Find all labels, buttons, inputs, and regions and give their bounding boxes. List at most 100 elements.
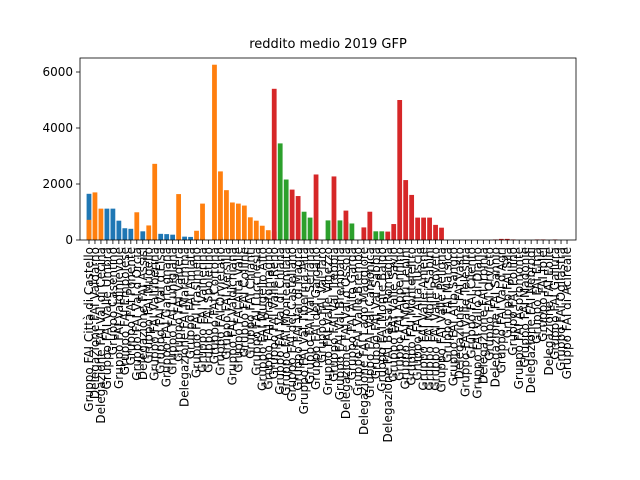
bar <box>224 190 229 240</box>
x-tick-label: Gruppo FAI Sila <box>500 247 514 338</box>
x-tick-label: Gruppo FAI di Acireale <box>560 247 574 379</box>
x-tick-label: Delegazione FAI Assisi <box>136 247 150 380</box>
x-tick-label: Delegazione FAI Eolie <box>542 247 556 375</box>
x-tick-label: Gruppo FAI del Castellano <box>285 247 299 402</box>
x-tick-label: Gruppo FAI Colline <box>237 247 251 357</box>
x-tick-label: Gruppo FAI Valle Savio <box>387 247 401 382</box>
bar <box>176 194 182 240</box>
x-tick-label: Delegazione FAI Nebrodi <box>524 247 538 393</box>
x-tick-label: Gruppo FAI Val di Chiana <box>273 247 287 395</box>
x-tick-label: Delegazione FAI Maremma <box>178 247 192 407</box>
x-tick-label: Gruppo FAI Vallo di Diano <box>470 247 484 399</box>
x-tick-label: Gruppo FAI Valdichiana <box>225 247 239 385</box>
x-tick-label: Gruppo FAI Val d'Orcia <box>130 247 144 381</box>
x-tick-label: Delegazione FAI Sannio <box>488 247 502 387</box>
y-tick-label: 2000 <box>42 177 73 191</box>
x-tick-label: Delegazione FAI Irpinia <box>476 247 490 384</box>
bar <box>170 234 176 240</box>
bar <box>409 194 415 240</box>
x-tick-label: Delegazione FAI Vasto <box>452 247 466 379</box>
bar <box>122 228 128 240</box>
x-axis: Gruppo FAI Città di CastelloDelegazione … <box>82 240 574 442</box>
chart-title: reddito medio 2019 GFP <box>249 37 407 52</box>
x-tick-label: Gruppo FAI Ogliastra <box>554 247 568 371</box>
x-tick-label: Gruppo FAI Valtiberina <box>148 247 162 381</box>
bar <box>301 211 307 240</box>
x-tick-label: Gruppo FAI Aspromonte <box>512 247 526 389</box>
bar <box>134 212 140 240</box>
bar <box>140 231 146 240</box>
x-tick-label: Gruppo FAI Val Sabbia <box>369 247 383 379</box>
bar <box>265 230 271 240</box>
bar <box>403 180 409 240</box>
x-tick-label: Gruppo FAI Madonie <box>518 247 532 368</box>
bar <box>164 234 170 240</box>
bar <box>379 231 385 240</box>
bar <box>247 217 253 240</box>
bar <box>259 225 265 240</box>
bar <box>331 176 337 240</box>
x-tick-label: Gruppo FAI Pratomagno <box>261 247 275 390</box>
bar <box>283 179 289 240</box>
x-tick-label: Delegazione FAI Valdarno <box>88 247 102 399</box>
x-tick-label: Gruppo FAI Mugello <box>142 247 156 364</box>
bar <box>498 238 504 240</box>
bar <box>415 217 421 240</box>
x-tick-label: Gruppo FAI Valle Telesina <box>458 247 472 397</box>
bar <box>271 88 277 240</box>
x-tick-label: Gruppo FAI Alta Tuscia <box>411 247 425 381</box>
bar <box>313 174 319 240</box>
y-tick-label: 4000 <box>42 121 73 135</box>
bar <box>373 231 379 240</box>
x-tick-label: Gruppo FAI Città di Castello <box>82 247 96 412</box>
bar <box>241 205 247 240</box>
x-tick-label: Gruppo FAI Alto Garda <box>345 247 359 380</box>
bar <box>158 233 164 240</box>
x-tick-label: Gruppo FAI Spoletino <box>201 247 215 373</box>
x-tick-label: Gruppo FAI Val Tiberina Alta <box>297 247 311 414</box>
x-tick-label: Gruppo FAI Lunigiana <box>166 247 180 375</box>
x-tick-label: Gruppo FAI Ponente <box>124 247 138 365</box>
x-tick-label: Gruppo FAI Cilento <box>464 247 478 359</box>
bar <box>295 196 301 240</box>
x-tick-label: Gruppo FAI Amiata <box>184 247 198 359</box>
x-tick-label: Delegazione FAI Bassa Romagna <box>381 247 395 442</box>
bar <box>504 238 510 240</box>
y-tick-label: 6000 <box>42 65 73 79</box>
bar <box>427 217 432 240</box>
x-tick-label: Gruppo FAI Pollino <box>506 247 520 356</box>
bar <box>92 192 98 240</box>
x-tick-label: Gruppo FAI Empolese <box>118 247 132 375</box>
x-tick-label: Delegazione FAI Lago Maggiore <box>357 247 371 435</box>
x-tick-label: Gruppo FAI Val Seriana <box>303 247 317 384</box>
bar <box>104 208 110 240</box>
bar <box>337 220 343 240</box>
bar <box>86 193 92 240</box>
bar <box>235 203 241 240</box>
bar <box>98 208 104 240</box>
bar <box>349 223 355 240</box>
x-tick-label: Delegazione FAI Val d'Ossola <box>339 247 353 419</box>
bar <box>433 224 438 240</box>
bar <box>367 211 373 240</box>
x-tick-label: Gruppo FAI Monti Sabini <box>423 247 437 391</box>
x-tick-label: Gruppo FAI Valdinievole <box>112 247 126 389</box>
x-tick-label: Gruppo FAI Valle Peligna <box>435 247 449 393</box>
bar <box>325 220 331 240</box>
x-tick-label: Gruppo FAI Mugello Alto <box>255 247 269 391</box>
bar <box>385 231 391 240</box>
x-tick-label: Gruppo FAI Versilia <box>219 247 233 360</box>
bar <box>391 224 397 240</box>
x-tick-label: Gruppo FAI Valle Roveto <box>429 247 443 391</box>
bar <box>182 236 187 240</box>
x-tick-label: Gruppo FAI Val Taro <box>315 247 329 363</box>
x-tick-label: Gruppo FAI Valle Vigezzo <box>321 247 335 395</box>
bar <box>194 230 199 240</box>
bar <box>110 208 116 240</box>
bar <box>188 236 193 240</box>
x-tick-label: Gruppo FAI Val d'Elsa <box>154 247 168 374</box>
bar <box>421 217 426 240</box>
x-tick-label: Gruppo FAI Val Camonica <box>363 247 377 398</box>
x-tick-label: Gruppo FAI Alto Sangro <box>446 247 460 386</box>
